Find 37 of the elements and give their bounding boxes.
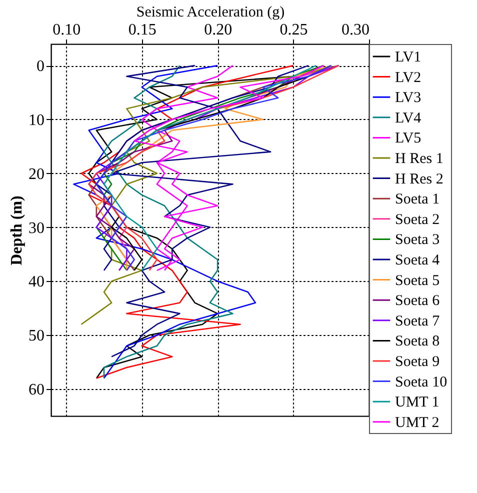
legend-label: Soeta 4 (395, 252, 440, 268)
x-tick-label: 0.15 (128, 22, 156, 38)
legend-label: LV2 (395, 70, 422, 86)
y-tick-label: 60 (28, 382, 44, 399)
legend-label: Soeta 8 (395, 334, 440, 350)
x-axis-title: Seismic Acceleration (g) (136, 4, 285, 20)
y-axis-title: Depth (m) (8, 196, 26, 266)
x-tick-label: 0.30 (342, 22, 370, 38)
legend-label: UMT 1 (395, 394, 440, 411)
legend-label: LV4 (395, 110, 422, 126)
line-series (134, 64, 324, 272)
legend-label: LV3 (395, 90, 422, 106)
x-tick-label: 0.25 (280, 22, 308, 38)
legend-label: UMT 2 (395, 414, 440, 431)
legend-label: H Res 1 (395, 151, 444, 167)
line-series (80, 64, 340, 325)
legend-label: Soeta 10 (395, 374, 448, 390)
y-tick-label: 40 (28, 274, 44, 291)
legend-label: Soeta 1 (395, 192, 440, 208)
y-tick-label: 20 (28, 166, 44, 183)
y-tick-label: 30 (28, 220, 44, 237)
line-series (73, 64, 256, 379)
x-tick-label: 0.20 (204, 22, 232, 38)
legend-label: Soeta 7 (395, 313, 440, 330)
line-series (103, 64, 234, 379)
y-tick-label: 10 (28, 112, 44, 129)
legend-label: Soeta 2 (395, 212, 440, 228)
legend-label: Soeta 9 (395, 354, 440, 370)
y-tick-label: 0 (36, 58, 44, 76)
y-tick-label: 50 (28, 328, 44, 345)
x-tick-label: 0.10 (52, 22, 81, 38)
legend-label: LV5 (395, 130, 422, 147)
legend-label: Soeta 3 (395, 232, 440, 248)
legend-label: Soeta 5 (395, 272, 440, 289)
legend-label: Soeta 6 (395, 293, 440, 310)
legend-label: H Res 2 (395, 171, 444, 188)
legend-label: LV1 (395, 50, 422, 66)
